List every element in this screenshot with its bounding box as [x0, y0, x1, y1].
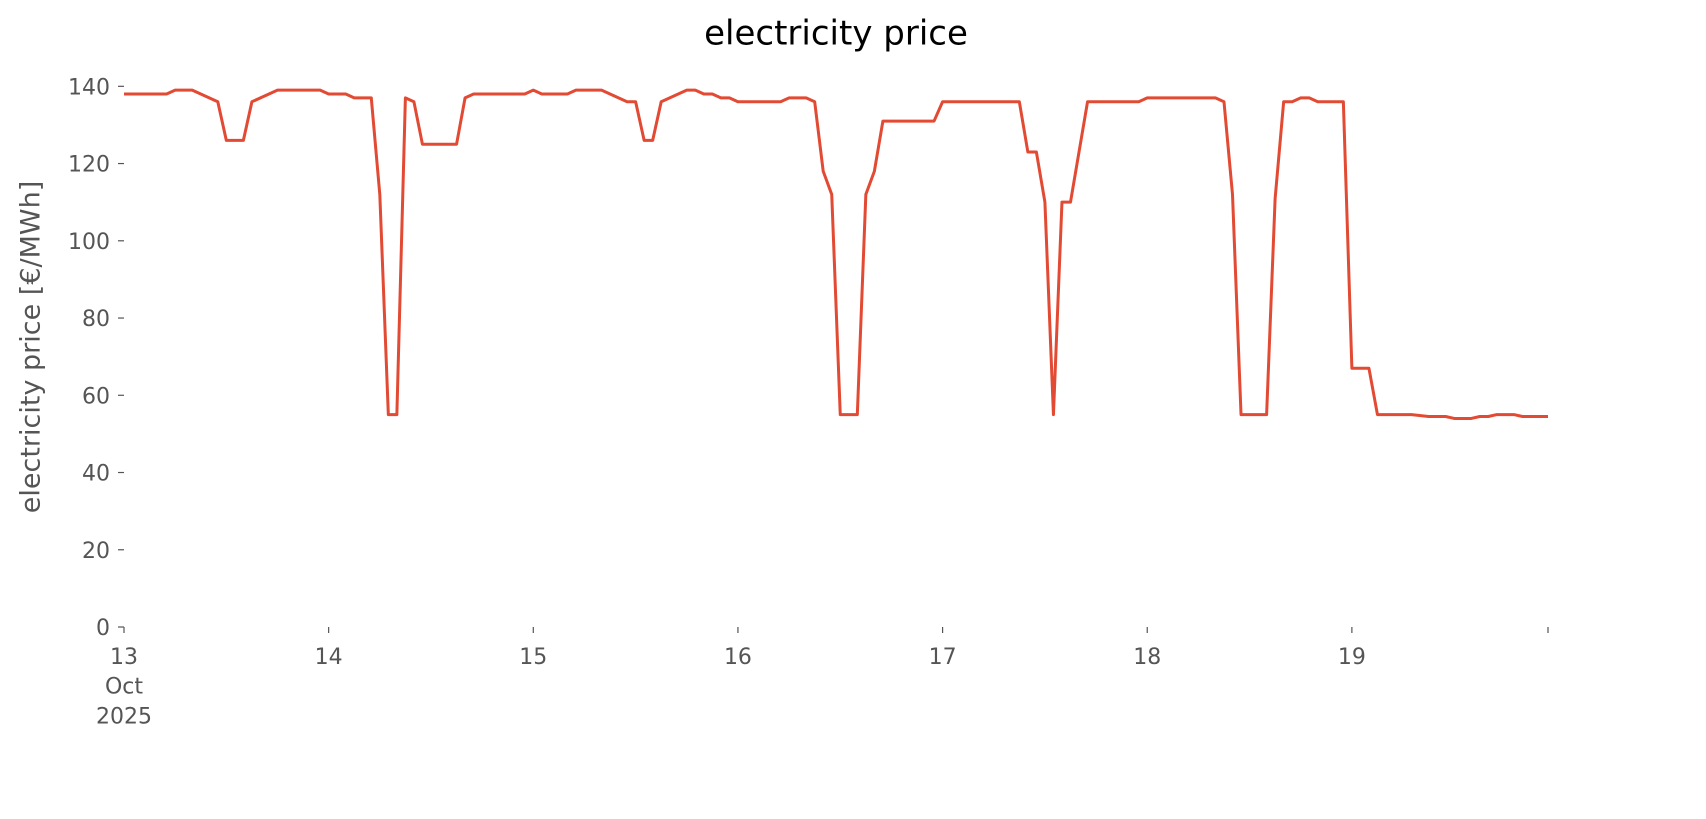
line: [124, 88, 1548, 420]
y-tick-label: 120: [68, 153, 110, 178]
y-tick-label: 80: [82, 307, 110, 332]
y-tick-label: 0: [96, 616, 110, 641]
x-tick-label: 13 Oct 2025: [96, 645, 152, 729]
y-tick-label: 60: [82, 384, 110, 409]
y-tick-label: 100: [68, 230, 110, 255]
y-tick-label: 140: [68, 75, 110, 100]
y-tick-label: 40: [82, 462, 110, 487]
x-tick-label: 17: [929, 645, 957, 670]
x-tick-label: 15: [519, 645, 547, 670]
x-tick-label: 19: [1338, 645, 1366, 670]
y-tick-label: 20: [82, 539, 110, 564]
y-axis-label: electricity price [€/MWh]: [16, 181, 47, 513]
x-tick-label: 16: [724, 645, 752, 670]
chart-title: electricity price: [704, 14, 968, 54]
x-tick-label: 18: [1133, 645, 1161, 670]
x-tick-label: 14: [315, 645, 343, 670]
